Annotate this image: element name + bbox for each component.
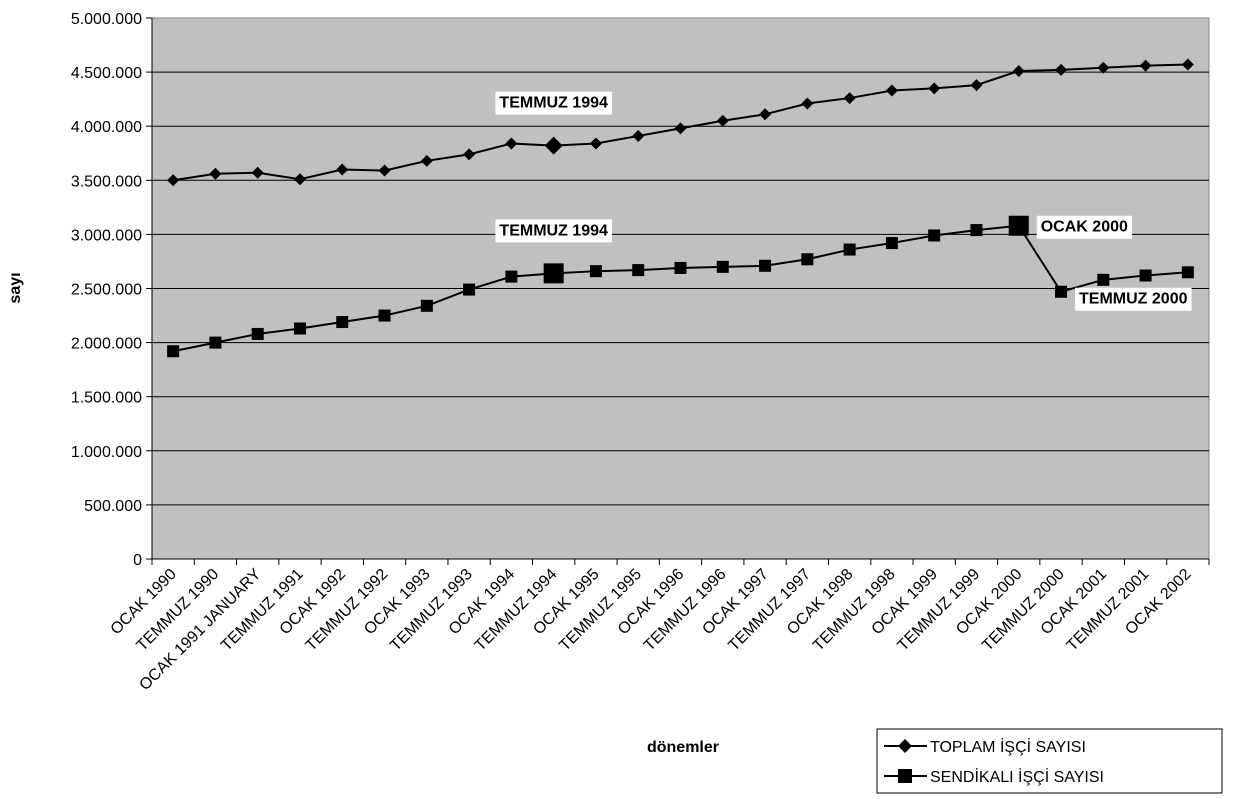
data-point bbox=[420, 154, 433, 167]
data-point bbox=[1055, 285, 1068, 298]
annotation: TEMMUZ 1994 bbox=[495, 219, 612, 243]
data-point bbox=[167, 174, 180, 187]
annotation-label: TEMMUZ 1994 bbox=[499, 222, 608, 239]
legend-item: TOPLAM İŞÇİ SAYISI bbox=[884, 737, 1086, 756]
legend-item: SENDİKALI İŞÇİ SAYISI bbox=[884, 767, 1104, 786]
data-point bbox=[759, 108, 772, 121]
y-tick-label: 4.500.000 bbox=[71, 65, 142, 82]
data-point bbox=[463, 283, 476, 296]
y-tick-label: 0 bbox=[133, 552, 142, 569]
annotation-background bbox=[495, 219, 612, 243]
annotation: TEMMUZ 1994 bbox=[495, 91, 612, 115]
annotation: OCAK 2000 bbox=[1036, 215, 1132, 239]
data-point bbox=[336, 163, 349, 176]
data-point bbox=[209, 336, 222, 349]
data-point bbox=[759, 259, 772, 272]
data-point bbox=[716, 260, 729, 273]
data-point bbox=[632, 264, 645, 277]
data-point bbox=[970, 79, 983, 92]
y-tick-label: 1.500.000 bbox=[71, 390, 142, 407]
data-point bbox=[251, 327, 264, 340]
legend-marker bbox=[898, 739, 912, 753]
data-point bbox=[420, 299, 433, 312]
annotation-label: OCAK 2000 bbox=[1041, 219, 1128, 236]
y-tick-label: 3.500.000 bbox=[71, 173, 142, 190]
series-group bbox=[167, 58, 1194, 358]
data-point bbox=[543, 263, 564, 284]
data-point bbox=[716, 114, 729, 127]
legend-box bbox=[876, 728, 1223, 794]
y-tick-label: 500.000 bbox=[84, 498, 142, 515]
y-tick-label: 3.000.000 bbox=[71, 227, 142, 244]
annotation-label: TEMMUZ 1994 bbox=[499, 95, 608, 112]
data-point bbox=[1139, 269, 1152, 282]
annotations: TEMMUZ 1994 TEMMUZ 1994 OCAK 2000 TEMMUZ 20… bbox=[495, 91, 1192, 311]
data-point bbox=[378, 164, 391, 177]
annotation: TEMMUZ 2000 bbox=[1075, 287, 1192, 311]
y-tick-label: 5.000.000 bbox=[71, 11, 142, 28]
y-tick-label: 2.500.000 bbox=[71, 282, 142, 299]
data-point bbox=[505, 137, 518, 150]
data-point bbox=[928, 229, 941, 242]
y-tick-label: 4.000.000 bbox=[71, 119, 142, 136]
data-point bbox=[293, 173, 306, 186]
data-point bbox=[801, 97, 814, 110]
data-point bbox=[1012, 65, 1025, 78]
gridlines bbox=[152, 71, 1209, 506]
y-axis-title: sayı bbox=[7, 272, 24, 303]
legend-marker bbox=[898, 769, 912, 783]
legend-label: TOPLAM İŞÇİ SAYISI bbox=[930, 737, 1086, 756]
x-axis-title: dönemler bbox=[647, 739, 719, 756]
data-point bbox=[970, 224, 983, 237]
y-tick-label: 2.000.000 bbox=[71, 336, 142, 353]
data-point bbox=[674, 122, 687, 135]
data-point bbox=[843, 243, 856, 256]
data-point bbox=[251, 166, 264, 179]
data-point bbox=[336, 316, 349, 329]
data-point bbox=[674, 261, 687, 274]
data-point bbox=[843, 92, 856, 105]
legend: TOPLAM İŞÇİ SAYISI SENDİKALI İŞÇİ SAYISI bbox=[876, 728, 1223, 794]
data-point bbox=[544, 136, 563, 155]
series-0 bbox=[167, 58, 1194, 187]
data-point bbox=[505, 270, 518, 283]
data-point bbox=[632, 129, 645, 142]
data-point bbox=[167, 345, 180, 358]
data-point bbox=[1055, 63, 1068, 76]
data-point bbox=[928, 82, 941, 95]
data-point bbox=[589, 137, 602, 150]
annotation-background bbox=[1036, 215, 1132, 239]
data-point bbox=[885, 84, 898, 97]
data-point bbox=[378, 309, 391, 322]
series-1 bbox=[167, 215, 1194, 358]
data-point bbox=[1139, 59, 1152, 72]
annotation-label: TEMMUZ 2000 bbox=[1079, 291, 1188, 308]
data-point bbox=[1181, 58, 1194, 71]
y-tick-label: 1.000.000 bbox=[71, 444, 142, 461]
legend-label: SENDİKALI İŞÇİ SAYISI bbox=[930, 767, 1104, 786]
annotation-background bbox=[495, 91, 612, 115]
data-point bbox=[293, 322, 306, 335]
data-point bbox=[1097, 273, 1110, 286]
y-axis-ticks: 0 500.000 1.000.000 1.500.000 2.000.000 2.500… bbox=[71, 11, 1209, 569]
data-point bbox=[1181, 266, 1194, 279]
data-point bbox=[589, 265, 602, 278]
data-point bbox=[209, 167, 222, 180]
data-point bbox=[463, 148, 476, 161]
data-point bbox=[801, 253, 814, 266]
annotation-background bbox=[1075, 287, 1192, 311]
data-point bbox=[885, 237, 898, 250]
data-point bbox=[1008, 215, 1029, 236]
data-point bbox=[1097, 61, 1110, 74]
